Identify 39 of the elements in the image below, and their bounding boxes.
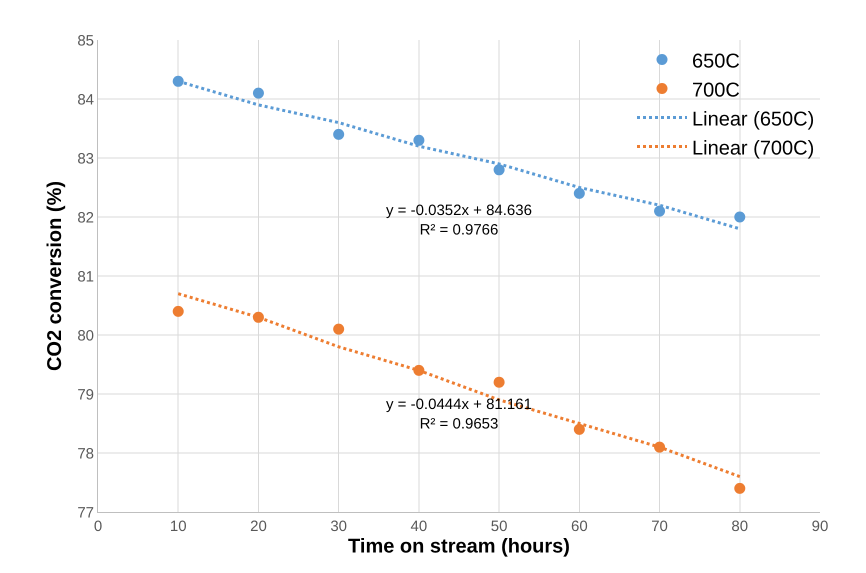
point [494,164,505,176]
point [333,324,344,335]
y-tick-label: 77 [77,504,94,522]
x-tick-label: 50 [490,518,508,535]
annotation: y = -0.0352x + 84.636 R² = 0.9766 [386,202,532,238]
y-tick-label: 80 [77,327,94,344]
x-tick-label: 70 [651,518,668,535]
point [734,482,746,494]
point [172,306,184,317]
x-tick-label: 90 [812,518,828,535]
y-tick-label: 81 [77,268,94,286]
point [333,128,344,140]
legend-label: 650C [692,50,740,72]
x-tick-label: 30 [330,518,348,535]
x-tick-label: 40 [410,518,428,535]
x-axis-title: Time on stream (hours) [348,536,570,558]
point [574,188,585,199]
x-tick-label: 80 [731,518,748,535]
x-tick-label: 10 [170,518,187,535]
y-tick-label: 78 [77,445,94,462]
line-series [176,292,742,478]
legend-label: Linear (700C) [692,137,814,160]
point [494,376,505,388]
legend-label: 700C [692,79,740,102]
point [734,212,746,222]
x-tick-label: 20 [250,518,267,535]
y-tick-label: 84 [77,91,94,108]
y-tick-label: 85 [77,32,94,50]
point [413,134,424,146]
point [252,88,264,99]
point [654,206,666,217]
y-axis-title: CO2 conversion (%) [44,180,66,372]
point [574,424,585,435]
y-tick-label: 83 [77,150,94,168]
legend-label: Linear (650C) [692,108,814,130]
x-tick-label: 60 [570,518,588,535]
y-tick-label: 82 [77,209,94,226]
x-tick-label: 0 [94,518,102,535]
y-tick-label: 79 [77,386,94,404]
